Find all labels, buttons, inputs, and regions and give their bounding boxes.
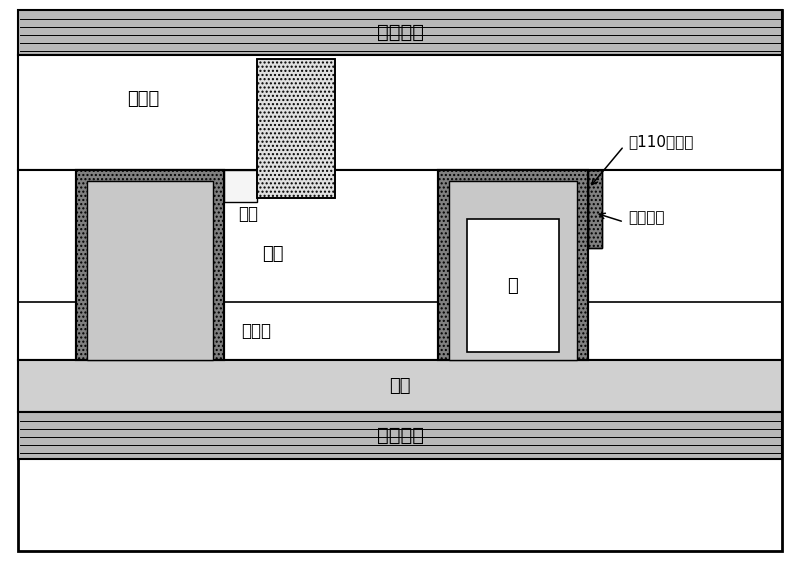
Text: 源区: 源区 [238, 205, 258, 223]
Text: 栅: 栅 [508, 277, 518, 295]
Bar [18, 412, 782, 459]
Bar [257, 59, 335, 198]
Text: 正面金属: 正面金属 [377, 23, 423, 42]
Text: （110）晶面: （110）晶面 [628, 135, 694, 149]
Bar [87, 181, 213, 360]
Text: 背面金属: 背面金属 [377, 426, 423, 445]
Text: 漏区: 漏区 [390, 377, 410, 395]
Text: 层间膜: 层间膜 [127, 90, 159, 108]
Bar [18, 55, 782, 170]
Bar [438, 170, 588, 360]
Bar [449, 181, 577, 360]
Bar [467, 219, 559, 352]
Text: 漂移区: 漂移区 [241, 322, 271, 340]
Bar [18, 10, 782, 55]
Text: 体区: 体区 [262, 245, 284, 263]
Bar [18, 360, 782, 412]
Bar [76, 170, 224, 360]
Bar [76, 170, 224, 360]
Bar [588, 170, 602, 248]
Text: 氮注入区: 氮注入区 [628, 210, 665, 226]
Bar [438, 170, 588, 360]
Bar [224, 170, 257, 202]
Bar [257, 59, 335, 198]
Bar [18, 170, 782, 360]
Bar [588, 170, 602, 248]
